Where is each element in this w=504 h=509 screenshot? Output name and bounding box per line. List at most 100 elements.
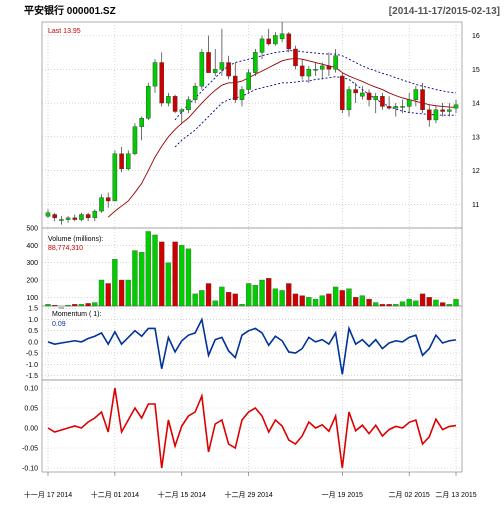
volume-series: [45, 231, 459, 309]
volume-bar: [199, 290, 205, 307]
candle-body: [293, 48, 298, 67]
volume-bar: [299, 295, 305, 307]
candle-body: [206, 52, 211, 73]
volume-bar: [132, 250, 138, 307]
candle-body: [259, 38, 265, 53]
volume-bar: [433, 299, 439, 307]
candle-body: [286, 33, 292, 50]
volume-tick-label: 500: [26, 226, 38, 233]
roc-tick-label: 0.10: [24, 386, 38, 393]
candle-body: [152, 62, 158, 87]
roc-tick-label: 0.00: [24, 426, 38, 433]
momentum-panel-frame: [41, 305, 463, 381]
volume-bar: [266, 278, 272, 307]
volume-tick-label: 100: [26, 295, 38, 302]
momentum-series: [47, 316, 457, 375]
price-tick-label: 13: [472, 134, 480, 141]
volume-bar: [259, 279, 265, 307]
candle-body: [125, 153, 131, 170]
volume-bar: [65, 304, 71, 307]
price-axis: 16 15 14 13 12 11: [472, 33, 480, 209]
candle-body: [119, 153, 124, 170]
volume-bar: [159, 241, 165, 307]
candle-body: [273, 35, 278, 45]
momentum-tick-label: 1.0: [28, 317, 38, 324]
volume-bar: [245, 283, 252, 307]
volume-bar: [252, 285, 259, 307]
volume-bar: [45, 304, 51, 307]
candle-body: [105, 197, 111, 202]
candle-body: [346, 89, 352, 111]
candle-body: [299, 65, 305, 77]
candle-body: [146, 85, 151, 119]
candle-body: [386, 106, 392, 109]
momentum-axis: 1.5 1.0 0.5 0.0 -0.5 -1.0 -1.5: [26, 306, 38, 380]
volume-bar: [353, 297, 359, 307]
volume-bar: [346, 288, 352, 307]
candle-body: [440, 109, 445, 112]
candle-body: [112, 153, 118, 202]
volume-bar: [72, 304, 78, 307]
candle-body: [85, 214, 91, 219]
price-tick-label: 11: [472, 202, 479, 209]
candle-body: [413, 89, 419, 100]
price-tick-label: 16: [472, 33, 480, 40]
candle-body: [306, 69, 312, 77]
roc-series: [47, 387, 457, 469]
x-tick-label: 十二月 29 2014: [225, 490, 273, 499]
candle-body: [366, 92, 372, 100]
x-tick-label: 十二月 15 2014: [158, 490, 206, 499]
volume-bar: [105, 283, 111, 307]
volume-bar: [306, 297, 312, 307]
momentum-tick-label: -1.5: [26, 373, 38, 380]
candle-body: [139, 118, 144, 127]
volume-bar: [386, 304, 392, 307]
volume-tick-label: 300: [26, 260, 38, 267]
candle-body: [99, 197, 104, 212]
candle-body: [433, 109, 439, 121]
volume-tick-label: 200: [26, 278, 38, 285]
candle-body: [333, 55, 338, 70]
momentum-value: 0.09: [52, 321, 66, 328]
candle-body: [52, 214, 57, 219]
volume-bar: [453, 299, 459, 307]
x-axis: 十一月 17 2014 十二月 01 2014 十二月 15 2014 十二月 29 …: [24, 472, 477, 499]
volume-bar: [393, 304, 399, 307]
volume-bar: [52, 304, 58, 307]
candle-body: [326, 65, 332, 70]
candle-body: [393, 106, 399, 109]
volume-bar: [366, 298, 372, 307]
volume-bar: [286, 283, 292, 307]
volume-bar: [413, 300, 419, 307]
roc-tick-label: -0.10: [22, 466, 38, 473]
price-tick-label: 12: [472, 168, 480, 175]
volume-bar: [332, 286, 339, 307]
candle-body: [132, 126, 138, 154]
price-tick-label: 15: [472, 67, 480, 74]
grid-lines: [42, 22, 462, 472]
volume-title: Volume (millions):: [48, 236, 103, 243]
band-upper-line: [174, 50, 457, 121]
momentum-line: [47, 316, 457, 375]
candle-body: [426, 109, 432, 121]
candle-body: [400, 106, 405, 108]
band-lower-line: [174, 76, 456, 148]
candle-body: [179, 109, 185, 112]
candle-body: [186, 99, 191, 111]
volume-bar: [379, 304, 386, 307]
volume-tick-label: 400: [26, 243, 38, 250]
volume-bar: [212, 300, 218, 307]
x-tick-label: 二月 02 2015: [389, 491, 430, 499]
volume-bar: [192, 293, 198, 307]
volume-panel-frame: [41, 227, 463, 307]
candle-body: [59, 219, 64, 221]
volume-bar: [179, 245, 185, 307]
momentum-tick-label: 1.5: [28, 306, 38, 313]
candle-body: [79, 214, 84, 220]
volume-bar: [319, 295, 325, 307]
volume-bar: [118, 279, 125, 307]
volume-bar: [399, 301, 406, 307]
volume-bar: [112, 259, 118, 307]
roc-line: [47, 387, 457, 469]
